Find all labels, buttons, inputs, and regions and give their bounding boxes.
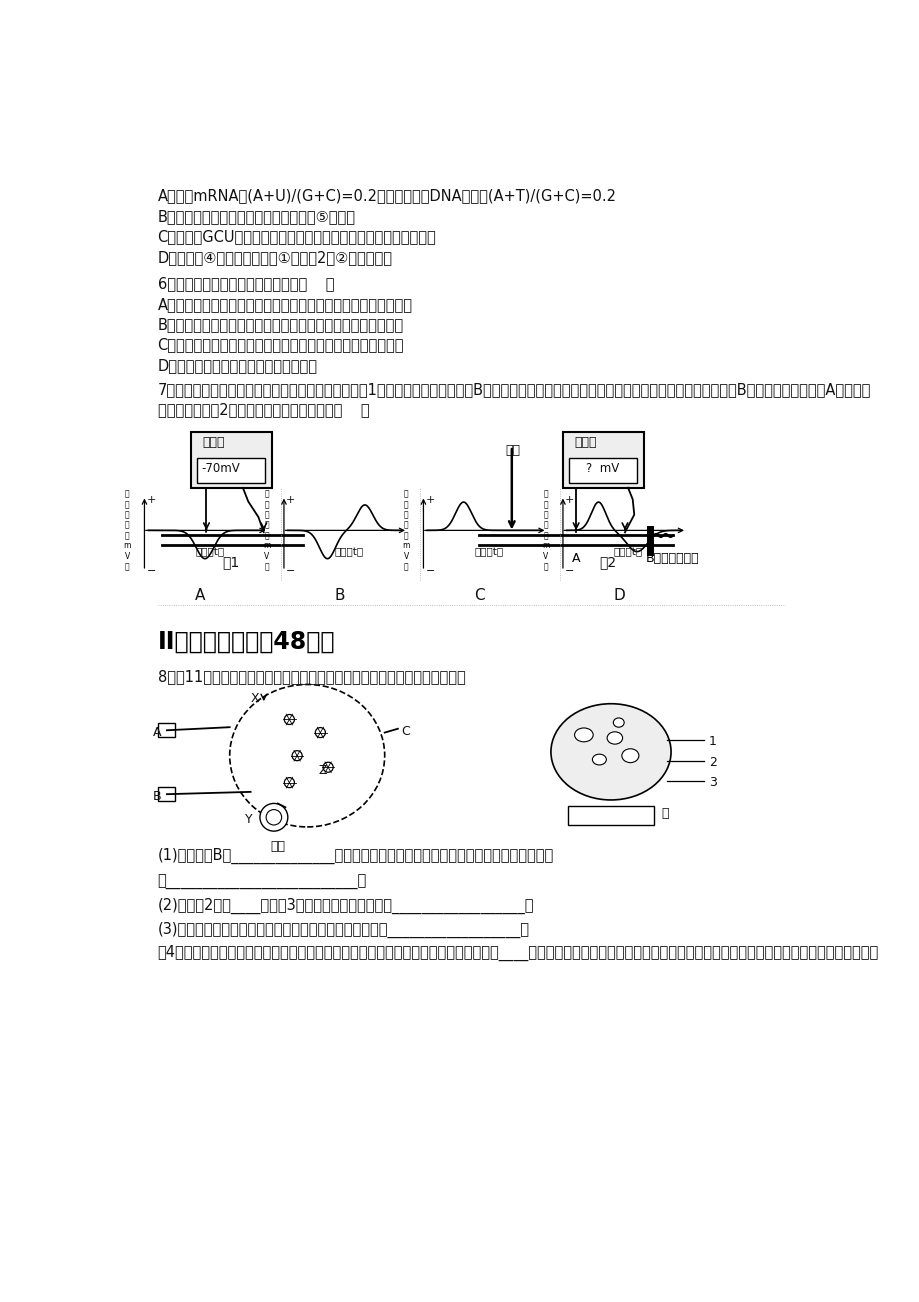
Text: 3: 3 [708,776,716,789]
Ellipse shape [550,703,670,799]
Text: +: + [286,495,295,505]
Text: X: X [250,691,259,704]
Text: 6、有关生物进化的叙述，正确的是（    ）: 6、有关生物进化的叙述，正确的是（ ） [157,276,334,292]
Text: −: − [564,566,574,575]
Circle shape [284,715,294,724]
Text: +: + [425,495,435,505]
FancyBboxPatch shape [158,788,176,801]
Circle shape [260,803,288,831]
Text: D．自然选择能定向改变种群的基因频率: D．自然选择能定向改变种群的基因频率 [157,358,317,372]
Circle shape [323,762,333,772]
Text: （4）当某人手指不小心碰到一个很烫的物品时，刺激了手部的感受器，产生的兴奠传人____中的低级神经中枢，最终传到手臂的肌肉，产生缩手反射。当某人伸手欲拿别人的物: （4）当某人手指不小心碰到一个很烫的物品时，刺激了手部的感受器，产生的兴奠传人_… [157,945,878,961]
Circle shape [284,777,294,788]
Text: 时间（t）: 时间（t） [335,547,363,557]
Text: A．若该mRNA中(A+U)/(G+C)=0.2，则合成它的DNA双链中(A+T)/(G+C)=0.2: A．若该mRNA中(A+U)/(G+C)=0.2，则合成它的DNA双链中(A+T… [157,189,616,203]
Text: +: + [564,495,574,505]
Text: ?  mV: ? mV [585,461,618,474]
Text: B: B [153,789,162,802]
Text: A: A [195,587,206,603]
FancyBboxPatch shape [562,432,643,488]
Text: D: D [612,587,624,603]
Circle shape [315,728,325,738]
Text: +: + [147,495,156,505]
Text: C: C [402,725,410,738]
Text: 7、某神经纤维静息电位的测量装置及其测量结果如图1所示。如果该神经纤维在B处用药物普鲁卡因处理，使电流在此处不能通过，将微电极均置于B两侧的膜外，然后在A处给一: 7、某神经纤维静息电位的测量装置及其测量结果如图1所示。如果该神经纤维在B处用药… [157,383,870,397]
Text: A: A [153,725,162,738]
Ellipse shape [592,754,606,766]
Text: 时间（t）: 时间（t） [473,547,503,557]
Text: 1: 1 [708,734,716,747]
Text: C．只要环境条件保持稳定，种群的基因频率一定不会发生变化: C．只要环境条件保持稳定，种群的基因频率一定不会发生变化 [157,337,403,353]
Text: 反
应
电
位
（
m
V
）: 反 应 电 位 （ m V ） [403,490,410,572]
FancyBboxPatch shape [190,432,272,488]
Text: 反
应
电
位
（
m
V
）: 反 应 电 位 （ m V ） [541,490,549,572]
Text: Y: Y [245,814,253,827]
FancyBboxPatch shape [158,724,176,737]
Text: B．亲代经自由交配和自交后，子代种群的基因型频率保持不变: B．亲代经自由交配和自交后，子代种群的基因型频率保持不变 [157,318,403,332]
FancyBboxPatch shape [568,806,652,825]
Text: 时间（t）: 时间（t） [195,547,224,557]
Text: B（药物阻断）: B（药物阻断） [645,552,698,565]
Text: 为__________________________。: 为__________________________。 [157,875,367,889]
Text: C．密码子GCU，在人体细胞和小麦细胞中决定的氨基酸都是丙氨酸: C．密码子GCU，在人体细胞和小麦细胞中决定的氨基酸都是丙氨酸 [157,229,436,245]
Text: 图2: 图2 [598,555,616,569]
FancyBboxPatch shape [568,458,636,483]
Text: 电压表: 电压表 [202,436,224,449]
Circle shape [266,810,281,825]
Ellipse shape [613,717,623,728]
Text: A: A [571,552,579,565]
Text: II卷（填空题，全48分）: II卷（填空题，全48分） [157,629,335,654]
Text: 2: 2 [708,755,716,768]
Text: 8、（11分）下图是反射弧和突触的示意图，请根据图示信息回答下列问题：: 8、（11分）下图是反射弧和突触的示意图，请根据图示信息回答下列问题： [157,669,465,685]
Ellipse shape [621,749,638,763]
Text: 图甲: 图甲 [269,840,285,853]
Text: -70mV: -70mV [201,461,240,474]
Text: 反
应
电
位
（
m
V
）: 反 应 电 位 （ m V ） [263,490,270,572]
Text: 反
应
电
位
（
m
V
）: 反 应 电 位 （ m V ） [123,490,130,572]
Text: 时间（t）: 时间（t） [613,547,642,557]
Ellipse shape [574,728,593,742]
Text: C: C [473,587,484,603]
Text: 乙: 乙 [661,807,668,820]
Text: Z: Z [318,764,326,777]
FancyBboxPatch shape [197,458,265,483]
Text: B．此过程叫翻译，连接甲和丙的化学键⑤是肽键: B．此过程叫翻译，连接甲和丙的化学键⑤是肽键 [157,210,356,224]
Text: 刺激: 刺激 [505,444,520,457]
Text: −: − [147,566,156,575]
Text: B: B [335,587,345,603]
Text: (3)请在乙图的方框中用箭头画出传递的方向，并简述理由__________________。: (3)请在乙图的方框中用箭头画出传递的方向，并简述理由_____________… [157,922,529,937]
Text: (2)图乙的2表示____，物赅3对突触后膜的作用效果是__________________。: (2)图乙的2表示____，物赅3对突触后膜的作用效果是____________… [157,898,534,914]
Ellipse shape [607,732,622,745]
Text: (1)图甲中的B是______________，其神经末梢接受刺激后，接受刺激部位的膜外电位变化: (1)图甲中的B是______________，其神经末梢接受刺激后，接受刺激部… [157,848,553,865]
Text: 适宜刺激（如图2所示），那么测量的结果是（    ）: 适宜刺激（如图2所示），那么测量的结果是（ ） [157,402,369,418]
Circle shape [291,751,301,760]
Text: −: − [286,566,295,575]
Text: A．基因突变提供了生物进化的原材料，也决定了生物进化的方向: A．基因突变提供了生物进化的原材料，也决定了生物进化的方向 [157,297,413,311]
Text: 电压表: 电压表 [573,436,596,449]
Text: D．图中的④在向右侧移动，①内形成2个②的结合位点: D．图中的④在向右侧移动，①内形成2个②的结合位点 [157,250,392,264]
Text: −: − [425,566,435,575]
Text: 图1: 图1 [221,555,239,569]
